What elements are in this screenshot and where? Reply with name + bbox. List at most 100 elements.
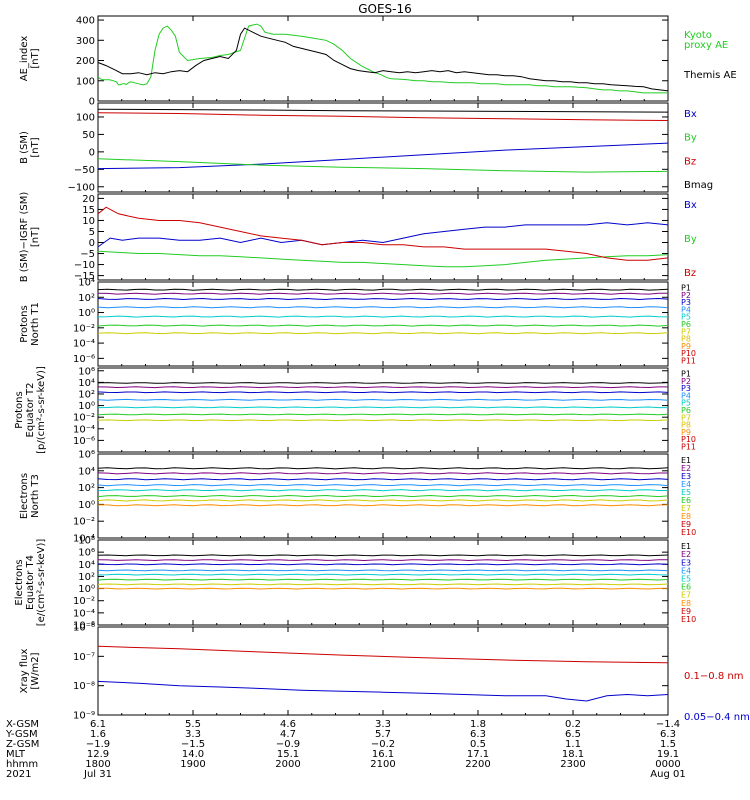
y-tick-label-b_igrf: −10: [74, 260, 95, 271]
legend-label-protons_t2: P11: [681, 442, 696, 451]
series-line-b_sm-0: [97, 142, 669, 170]
y-tick-label-protons_t2: 10⁻⁴: [73, 424, 95, 435]
legend-label-protons_t2: P7: [681, 413, 691, 422]
y-tick-label-b_igrf: 5: [89, 227, 95, 238]
y-tick-label-electrons_t4: 10²: [78, 572, 95, 583]
legend-label-b_sm: Bx: [684, 109, 697, 120]
y-tick-label-electrons_t4: 10⁻⁶: [73, 621, 95, 632]
y-axis-label-b_igrf: [nT]: [30, 227, 41, 247]
y-tick-label-protons_t1: 10⁻²: [73, 323, 95, 334]
y-axis-label-ae: AE_index: [19, 36, 30, 82]
footer-value: 3.3: [375, 719, 391, 730]
footer-value: 2100: [370, 759, 395, 770]
footer-value: 6.1: [90, 719, 106, 730]
y-tick-label-b_sm: −50: [74, 165, 95, 176]
footer-row-label: MLT: [6, 749, 26, 760]
series-line-electrons_t4-2: [97, 563, 669, 566]
y-tick-label-electrons_t4: 10⁸: [78, 536, 95, 547]
legend-label-electrons_t3: E5: [681, 488, 691, 497]
series-line-ae-1: [97, 27, 669, 92]
y-tick-label-electrons_t4: 10⁻²: [73, 596, 95, 607]
y-axis-label-xray: [W/m2]: [30, 652, 41, 689]
footer-row-label: hhmm: [6, 759, 38, 770]
y-tick-label-protons_t1: 10⁻⁶: [73, 354, 95, 365]
footer-value: 0000: [655, 759, 680, 770]
legend-label-electrons_t4: E4: [681, 566, 691, 575]
y-axis-label-protons_t2: Protons: [14, 391, 25, 428]
legend-label-protons_t2: P3: [681, 384, 691, 393]
legend-label-protons_t2: P8: [681, 421, 691, 430]
legend-label-protons_t1: P3: [681, 298, 691, 307]
series-line-ae-0: [97, 23, 668, 94]
legend-label-electrons_t3: E9: [681, 520, 691, 529]
footer-value: 0.2: [565, 719, 581, 730]
series-line-electrons_t3-5: [97, 494, 669, 498]
footer-value: 17.1: [467, 749, 489, 760]
footer-value: −1.5: [181, 739, 205, 750]
y-tick-label-xray: 10⁻⁷: [73, 652, 95, 663]
legend-label-protons_t2: P6: [681, 406, 691, 415]
y-tick-label-b_sm: 0: [89, 147, 95, 158]
legend-label-electrons_t3: E1: [681, 456, 691, 465]
series-line-b_sm-2: [97, 112, 669, 121]
legend-label-protons_t1: P9: [681, 342, 691, 351]
footer-value: 1900: [180, 759, 205, 770]
series-line-electrons_t3-3: [97, 484, 669, 487]
legend-label-ae: Themis AE: [683, 70, 737, 81]
legend-label-electrons_t3: E8: [681, 512, 691, 521]
y-tick-label-electrons_t3: 10⁰: [78, 500, 95, 511]
series-line-b_igrf-0: [97, 222, 669, 248]
series-line-electrons_t3-2: [97, 478, 669, 481]
series-line-protons_t1-5: [97, 324, 669, 327]
legend-label-electrons_t4: E6: [681, 583, 691, 592]
y-tick-label-protons_t2: 10⁻²: [73, 413, 95, 424]
y-axis-label-electrons_t4: Equator T4: [25, 555, 36, 610]
legend-label-protons_t1: P4: [681, 305, 691, 314]
y-tick-label-protons_t2: 10⁶: [78, 366, 95, 377]
y-axis-label-b_sm: B (SM): [19, 131, 30, 164]
series-line-electrons_t4-3: [97, 569, 669, 572]
y-tick-label-protons_t2: 10²: [78, 389, 95, 400]
y-axis-label-ae: [nT]: [30, 48, 41, 68]
footer-value: 12.9: [87, 749, 109, 760]
series-line-xray-0: [97, 645, 669, 664]
y-axis-label-protons_t1: Protons: [19, 305, 30, 342]
footer-value: 6.5: [565, 729, 581, 740]
y-tick-label-ae: 100: [76, 76, 95, 87]
legend-label-xray: 0.1−0.8 nm: [684, 671, 743, 682]
legend-label-electrons_t3: E6: [681, 496, 691, 505]
y-tick-label-electrons_t4: 10⁶: [78, 548, 95, 559]
y-tick-label-b_sm: −100: [68, 182, 95, 193]
legend-label-b_sm: Bmag: [684, 180, 713, 191]
footer-row-label: 2021: [6, 769, 31, 780]
y-tick-label-electrons_t4: 10⁻⁴: [73, 608, 95, 619]
y-tick-label-electrons_t4: 10⁴: [78, 560, 95, 571]
y-tick-label-b_igrf: −15: [74, 271, 95, 282]
y-axis-label-protons_t2: Equator T2: [25, 383, 36, 438]
footer-row-label: Z-GSM: [6, 739, 39, 750]
footer-value: Aug 01: [650, 769, 685, 780]
series-line-protons_t1-2: [97, 297, 669, 301]
y-tick-label-b_sm: 100: [76, 112, 95, 123]
legend-label-protons_t1: P2: [681, 291, 691, 300]
footer-value: −1.4: [656, 719, 680, 730]
y-axis-label-electrons_t3: Electrons: [19, 473, 30, 519]
footer-value: 16.1: [372, 749, 394, 760]
legend-label-protons_t1: P10: [681, 349, 696, 358]
series-line-protons_t2-5: [97, 413, 669, 416]
panel-frame-protons_t2: [97, 367, 669, 453]
y-tick-label-ae: 400: [76, 16, 95, 27]
legend-label-electrons_t3: E2: [681, 464, 691, 473]
legend-label-protons_t1: P5: [681, 313, 691, 322]
legend-label-b_sm: By: [684, 133, 697, 144]
y-axis-label-protons_t1: North T1: [30, 302, 41, 346]
legend-label-electrons_t4: E10: [681, 615, 696, 624]
legend-label-electrons_t4: E5: [681, 574, 691, 583]
footer-value: Jul 31: [83, 769, 112, 780]
legend-label-electrons_t3: E7: [681, 504, 691, 513]
footer-value: 2200: [465, 759, 490, 770]
footer-value: 4.6: [280, 719, 296, 730]
legend-label-b_sm: Bz: [684, 156, 696, 167]
y-axis-label-b_igrf: B (SM)−IGRF (SM): [19, 192, 30, 283]
